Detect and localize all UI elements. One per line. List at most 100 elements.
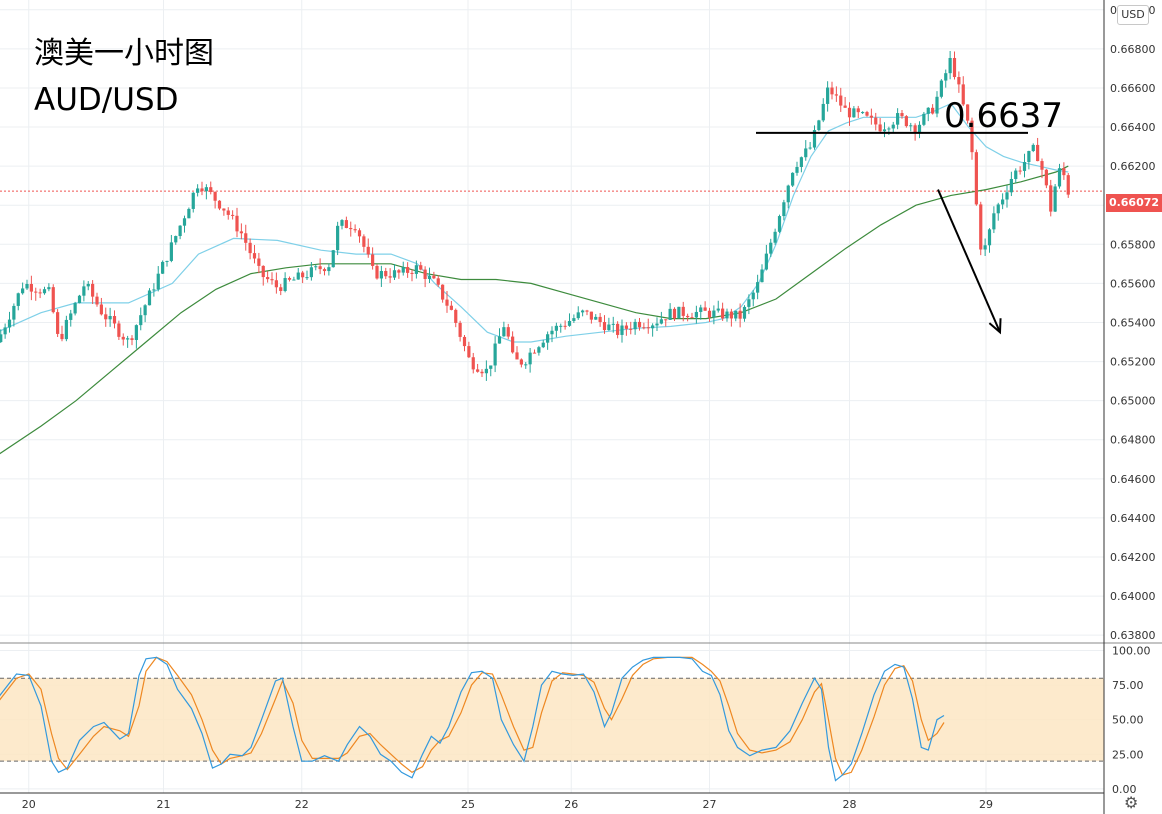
time-tick-label: 27 xyxy=(703,798,717,811)
candle xyxy=(423,266,427,288)
candle xyxy=(1049,179,1053,217)
candle xyxy=(497,328,502,344)
candle xyxy=(629,321,633,335)
oscillator-band xyxy=(0,678,1104,762)
candle xyxy=(126,335,130,348)
candle xyxy=(791,172,795,188)
price-tick-label: 0.66600 xyxy=(1110,82,1156,95)
candle xyxy=(957,71,961,93)
stochastic-k-line xyxy=(0,656,945,782)
candle xyxy=(970,117,974,160)
price-tick-label: 0.63800 xyxy=(1110,629,1156,642)
candle xyxy=(112,310,117,329)
candle xyxy=(834,86,838,102)
candle xyxy=(935,91,939,118)
candle xyxy=(874,112,878,131)
price-tick-label: 0.66400 xyxy=(1110,121,1156,134)
candle xyxy=(42,286,47,295)
candle xyxy=(1057,163,1062,189)
gear-icon[interactable]: ⚙ xyxy=(1124,793,1139,812)
candle xyxy=(1005,185,1009,208)
candle xyxy=(537,345,541,356)
candle xyxy=(646,318,650,334)
time-tick-label: 21 xyxy=(157,798,171,811)
candle xyxy=(139,307,143,331)
time-tick-label: 20 xyxy=(22,798,36,811)
time-tick-label: 28 xyxy=(843,798,857,811)
candle xyxy=(974,149,978,206)
candle xyxy=(406,262,410,278)
candle xyxy=(169,234,173,263)
candle xyxy=(99,297,103,316)
candle xyxy=(432,271,436,280)
candle xyxy=(226,207,230,220)
currency-badge[interactable]: USD xyxy=(1117,5,1149,25)
candle xyxy=(414,260,418,279)
candle xyxy=(922,111,926,127)
candle xyxy=(550,326,554,343)
price-tick-label: 0.64800 xyxy=(1110,434,1156,447)
candle xyxy=(357,228,362,243)
candle xyxy=(375,264,379,280)
candle xyxy=(926,107,930,122)
candle xyxy=(519,358,523,368)
candle xyxy=(747,294,751,315)
price-tick-label: 0.64600 xyxy=(1110,473,1156,486)
candle xyxy=(572,314,576,323)
candle xyxy=(156,266,160,292)
price-tick-label: 0.66200 xyxy=(1110,160,1156,173)
candle xyxy=(546,331,550,350)
candle xyxy=(7,311,12,333)
candle xyxy=(594,314,598,320)
candle xyxy=(852,106,856,118)
candle xyxy=(1022,153,1027,178)
candle xyxy=(716,300,720,313)
candlestick-series xyxy=(0,50,1070,381)
candle xyxy=(817,119,821,132)
price-tick-label: 0.66800 xyxy=(1110,43,1156,56)
candle xyxy=(196,184,200,197)
candle xyxy=(305,270,309,280)
candle xyxy=(567,313,572,327)
candle xyxy=(401,261,405,276)
candle xyxy=(69,309,73,327)
candle xyxy=(121,333,125,346)
candle xyxy=(82,280,86,302)
candle xyxy=(589,311,593,324)
candle xyxy=(213,191,217,209)
candle xyxy=(576,306,580,320)
candle xyxy=(756,274,760,300)
candle xyxy=(966,104,970,124)
candle xyxy=(900,109,904,119)
candle xyxy=(336,221,340,256)
candle xyxy=(952,51,957,80)
candle xyxy=(349,221,353,237)
price-tick-label: 0.65800 xyxy=(1110,238,1156,251)
candle xyxy=(585,309,589,316)
candle xyxy=(804,140,808,161)
candle xyxy=(117,320,121,340)
candle xyxy=(602,315,607,334)
candle xyxy=(147,288,152,306)
candle xyxy=(25,279,29,290)
candle xyxy=(1062,162,1066,180)
candle xyxy=(200,181,204,196)
candle xyxy=(659,311,663,325)
price-tick-label: 0.65400 xyxy=(1110,316,1156,329)
candle xyxy=(751,290,755,307)
candle xyxy=(830,81,834,100)
candle xyxy=(607,317,611,331)
price-axis: 0.670000.668000.666000.664000.662000.660… xyxy=(1110,4,1156,642)
candle xyxy=(340,219,344,230)
chart-subtitle: AUD/USD xyxy=(34,82,179,118)
candle xyxy=(699,304,703,320)
candle xyxy=(476,363,480,373)
candle xyxy=(384,267,388,280)
candle xyxy=(515,346,519,360)
candle xyxy=(987,228,992,253)
candle xyxy=(891,121,895,133)
candle xyxy=(3,323,7,339)
candle xyxy=(445,290,449,313)
candle xyxy=(703,301,707,311)
